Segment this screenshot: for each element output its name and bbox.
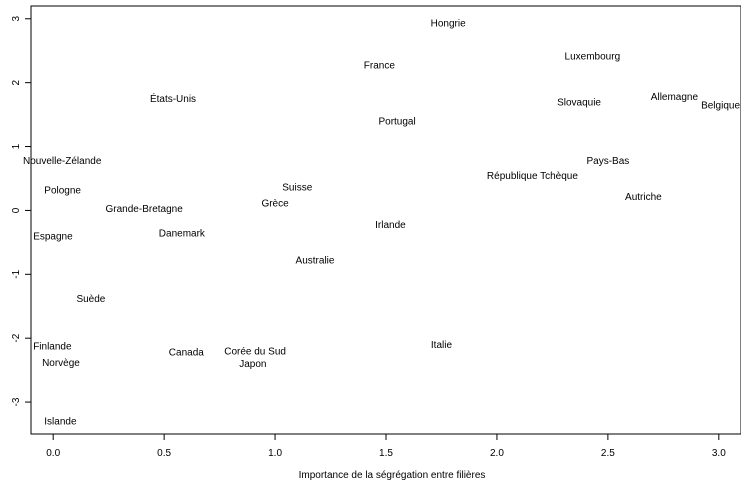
point-label: Allemagne (651, 92, 699, 103)
y-tick-label: -2 (11, 333, 22, 342)
point-label: Hongrie (431, 19, 466, 30)
x-axis-title: Importance de la ségrégation entre filiè… (299, 470, 486, 481)
point-label: Canada (169, 348, 204, 359)
point-label: Norvège (42, 358, 80, 369)
y-tick-label: -3 (11, 397, 22, 406)
point-label: Espagne (33, 231, 73, 242)
point-label: Grande-Bretagne (106, 204, 184, 215)
point-label: Belgique (701, 101, 740, 112)
point-label: Italie (431, 340, 453, 351)
point-label: Danemark (159, 228, 206, 239)
point-label: Pays-Bas (586, 156, 629, 167)
point-label: Irlande (375, 220, 406, 231)
point-label: Australie (296, 256, 335, 267)
x-tick-label: 3.0 (712, 448, 726, 459)
y-tick-label: 2 (11, 79, 22, 85)
point-label: Slovaquie (557, 97, 601, 108)
point-label: Finlande (33, 341, 72, 352)
point-label: Grèce (261, 198, 289, 209)
point-label: Suède (76, 294, 105, 305)
axes: 0.0 0.5 1.0 1.5 2.0 2.5 3.0 -3 -2 -1 0 1 2 3 (11, 5, 741, 459)
point-label: Corée du Sud (224, 346, 286, 357)
point-label: Luxembourg (565, 51, 621, 62)
point-labels: Hongrie Luxembourg France AllemagneBelgique… (23, 19, 740, 428)
point-label: Suisse (282, 182, 312, 193)
y-tick-label: 0 (11, 207, 22, 213)
point-label: France (364, 60, 396, 71)
y-tick-label: 1 (11, 143, 22, 149)
point-label: Portugal (378, 116, 415, 127)
point-label: République Tchèque (487, 171, 578, 182)
point-label: Japon (239, 359, 266, 370)
x-tick-label: 2.0 (490, 448, 504, 459)
point-label: Islande (44, 417, 77, 428)
x-tick-label: 1.0 (268, 448, 282, 459)
point-label: Pologne (44, 185, 81, 196)
x-tick-label: 0.0 (46, 448, 60, 459)
point-label: Nouvelle-Zélande (23, 156, 102, 167)
point-label: Autriche (625, 192, 662, 203)
point-label: États-Unis (150, 92, 196, 105)
x-tick-label: 2.5 (601, 448, 615, 459)
x-tick-label: 0.5 (157, 448, 171, 459)
x-tick-label: 1.5 (379, 448, 393, 459)
y-tick-label: 3 (11, 16, 22, 22)
y-tick-label: -1 (11, 269, 22, 278)
